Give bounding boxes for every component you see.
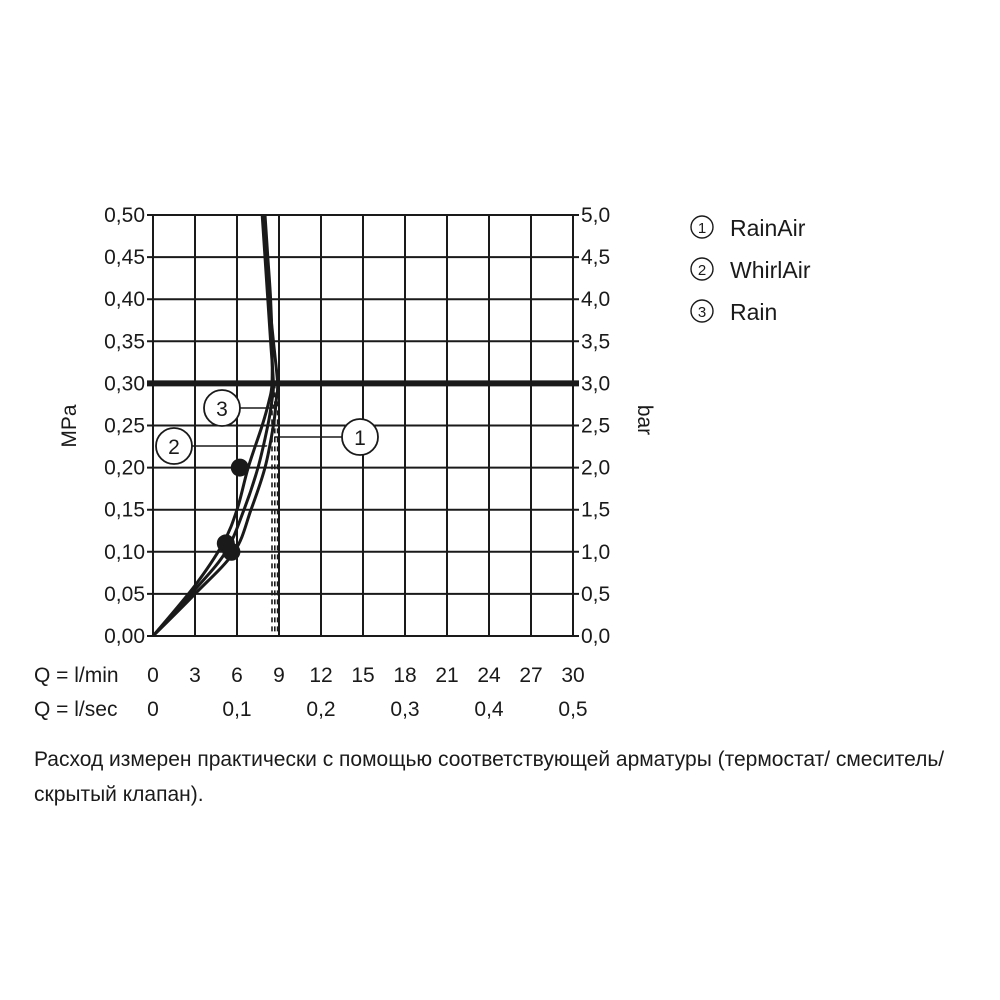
y-tick-label: 0,30 [104,372,145,395]
y2-tick-label: 2,0 [581,457,610,480]
y2-tick-label: 2,5 [581,415,610,438]
series-callouts: 1 2 3 [155,389,379,465]
callout-label-1: 1 [354,427,366,450]
y2-axis-label: bar [633,405,656,435]
x-tick-label: 0 [147,698,159,721]
y-tick-label: 0,20 [104,457,145,480]
x-tick-label: 3 [189,664,201,687]
series-dot [222,542,241,561]
y2-axis-ticks: 0,0 0,5 1,0 1,5 2,0 2,5 3,0 3,5 4,0 4,5 5,0 [581,204,610,648]
x-tick-label: 0,2 [306,698,335,721]
y-axis-ticks: 0,00 0,05 0,10 0,15 0,20 0,25 0,30 0,35 0,40 0,45… [104,204,145,648]
x-row-label: Q = l/sec [34,698,117,721]
callout-circle-2 [155,427,193,465]
y-tick-label: 0,25 [104,415,145,438]
x-tick-label: 12 [309,664,332,687]
x-tick-label: 0,5 [558,698,587,721]
x-tick-label: 30 [561,664,584,687]
y-tick-label: 0,00 [104,625,145,648]
x-tick-label: 0,4 [474,698,504,721]
legend-item-label: Rain [730,299,777,325]
x-tick-label: 15 [351,664,374,687]
y2-tick-label: 4,0 [581,288,610,311]
x-tick-label: 0,1 [222,698,251,721]
legend-marker-circle [690,215,714,239]
x-tick-label: 6 [231,664,243,687]
legend-marker-circle [690,299,714,323]
y-tick-label: 0,15 [104,499,145,522]
y2-tick-label: 0,5 [581,583,610,606]
x-tick-label: 21 [435,664,458,687]
y-axis-label: MPa [58,404,81,448]
y2-tick-label: 0,0 [581,625,610,648]
droplines [271,383,279,636]
x-tick-label: 0 [147,664,159,687]
legend: 1 RainAir 2 WhirlAir 3 Rain [690,215,811,325]
legend-item-label: WhirlAir [730,257,811,283]
x-tick-label: 27 [519,664,542,687]
x-tick-label: 18 [393,664,416,687]
y-tick-label: 0,45 [104,246,145,269]
y-tick-label: 0,40 [104,288,145,311]
footnote: Расход измерен практически с помощью соо… [34,748,945,806]
y-tick-label: 0,35 [104,330,145,353]
callout-leader-3 [240,404,275,409]
y-tick-label: 0,50 [104,204,145,227]
series-dots [216,458,249,561]
callout-label-3: 3 [216,398,228,421]
pressure-flow-chart: 123 0,000,050,100,150,200,250,300,350,40… [34,204,811,721]
x-tick-label: 0,3 [390,698,419,721]
legend-marker-circle [690,257,714,281]
y2-tick-label: 3,0 [581,372,610,395]
y2-tick-label: 1,0 [581,541,610,564]
x-tick-label: 24 [477,664,501,687]
callout-leader-2 [192,445,268,447]
x-axis-rows: Q = l/min 0 3 6 9 12 15 18 21 24 27 30 Q = l/sec 0 0,1… [34,664,588,721]
y2-tick-label: 5,0 [581,204,610,227]
y2-tick-label: 1,5 [581,499,610,522]
callout-leader-1 [274,436,342,438]
callout-label-2: 2 [168,436,180,459]
legend-marker-label: 2 [698,262,706,279]
series-line-rain [151,214,274,637]
x-row-label: Q = l/min [34,664,119,687]
legend-marker-label: 3 [698,304,706,321]
x-tick-label: 9 [273,664,285,687]
y-tick-label: 0,10 [104,541,145,564]
callout-circle-3 [203,389,241,427]
y2-tick-label: 4,5 [581,246,610,269]
legend-item-label: RainAir [730,215,806,241]
callout-circle-1 [341,418,379,456]
legend-marker-label: 1 [698,220,706,237]
y-tick-label: 0,05 [104,583,145,606]
series-dot [230,458,249,477]
y2-tick-label: 3,5 [581,330,610,353]
